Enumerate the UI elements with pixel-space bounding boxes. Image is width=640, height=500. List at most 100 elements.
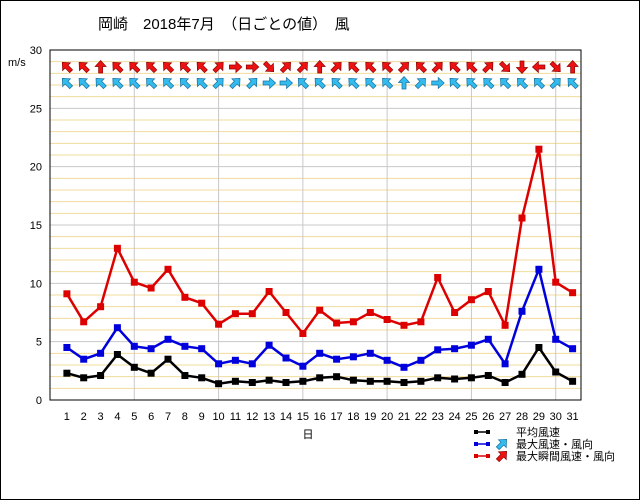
data-point [569, 289, 577, 297]
arrow-shape [94, 59, 107, 74]
arrow-shape [331, 78, 343, 90]
x-tick-label: 22 [415, 411, 427, 423]
data-point [130, 342, 138, 350]
arrow-shape [431, 62, 443, 74]
arrow-shape [163, 78, 175, 90]
legend-marker [486, 454, 490, 458]
arrow-shape [229, 60, 243, 74]
data-point [316, 349, 324, 357]
data-point [400, 321, 408, 329]
arrow-shape [549, 78, 561, 90]
data-point [484, 288, 492, 295]
x-tick-label: 20 [381, 411, 393, 423]
arrow-shape [382, 78, 394, 90]
data-point [282, 379, 290, 386]
data-point [282, 309, 290, 316]
gust-direction-arrow [566, 59, 579, 74]
arrow-shape [196, 78, 208, 90]
max-wind-direction-arrow [500, 78, 512, 90]
gust-direction-arrow [431, 62, 443, 74]
data-point [215, 320, 223, 328]
max-wind-direction-arrow [297, 78, 310, 90]
data-point [569, 377, 577, 385]
data-point [552, 335, 560, 343]
data-point [417, 318, 425, 326]
gust-direction-arrow [279, 62, 291, 74]
data-point [383, 316, 391, 323]
x-tick-label: 25 [465, 411, 477, 423]
data-point [198, 345, 206, 353]
data-point [400, 379, 408, 386]
arrow-shape [61, 62, 74, 74]
gust-direction-arrow [262, 60, 275, 72]
gust-direction-arrow [112, 62, 124, 74]
arrow-shape [112, 78, 124, 90]
gust-direction-arrow [163, 62, 175, 74]
max-wind-direction-arrow [348, 78, 360, 90]
arrow-shape [297, 78, 310, 90]
arrow-shape [212, 78, 224, 90]
arrow-shape [549, 60, 561, 72]
arrow-shape [78, 78, 90, 90]
gust-direction-arrow [397, 62, 409, 74]
gust-direction-arrow [330, 62, 342, 74]
data-point [63, 369, 71, 377]
max-wind-direction-arrow [78, 78, 90, 90]
gust-direction-arrow [229, 60, 243, 74]
max-wind-direction-arrow [262, 76, 277, 90]
data-point [248, 360, 256, 368]
data-point [80, 355, 88, 363]
arrow-shape [246, 78, 258, 90]
arrow-shape [196, 62, 208, 74]
arrow-shape [466, 62, 478, 74]
data-point [164, 265, 172, 273]
series-lines [63, 145, 577, 388]
gust-direction-arrow [179, 62, 192, 74]
y-tick-label: 25 [30, 103, 42, 115]
x-tick-label: 27 [499, 411, 511, 423]
y-tick-label: 10 [30, 278, 42, 290]
gust-direction-arrow [382, 62, 394, 74]
arrow-shape [466, 78, 478, 90]
data-point [366, 349, 374, 357]
data-point [451, 345, 459, 353]
gust-direction-arrow [449, 62, 461, 74]
y-tick-label: 20 [30, 162, 42, 174]
data-point [316, 374, 324, 382]
data-point [451, 375, 459, 383]
arrow-shape [382, 62, 394, 74]
data-point [569, 345, 577, 353]
data-point [552, 278, 560, 286]
x-tick-label: 23 [432, 411, 444, 423]
chart-title: 岡崎 2018年7月 （日ごとの値） 風 [98, 16, 350, 33]
arrow-shape [415, 62, 428, 74]
data-point [467, 341, 475, 349]
data-point [333, 319, 341, 327]
x-tick-label: 7 [165, 411, 171, 423]
arrow-shape [146, 62, 158, 74]
data-point [147, 345, 155, 353]
y-tick-label: 0 [36, 395, 42, 407]
x-axis-label: 日 [303, 429, 314, 441]
arrow-shape [365, 78, 377, 90]
legend-arrow [495, 439, 507, 451]
x-tick-label: 8 [182, 411, 188, 423]
arrow-shape [212, 62, 224, 74]
gust-direction-arrow [146, 62, 158, 74]
data-point [467, 296, 475, 304]
data-point [552, 368, 560, 376]
max-wind-direction-arrow [279, 76, 294, 90]
x-tick-label: 4 [114, 411, 120, 423]
arrow-shape [179, 62, 192, 74]
data-point [434, 346, 442, 354]
data-point [299, 377, 307, 385]
x-tick-label: 16 [314, 411, 326, 423]
data-point [63, 344, 71, 351]
grid [50, 50, 581, 400]
gust-direction-arrow [313, 59, 326, 74]
max-wind-direction-arrow [163, 78, 175, 90]
data-point [231, 310, 239, 318]
max-wind-direction-arrow [95, 78, 107, 90]
